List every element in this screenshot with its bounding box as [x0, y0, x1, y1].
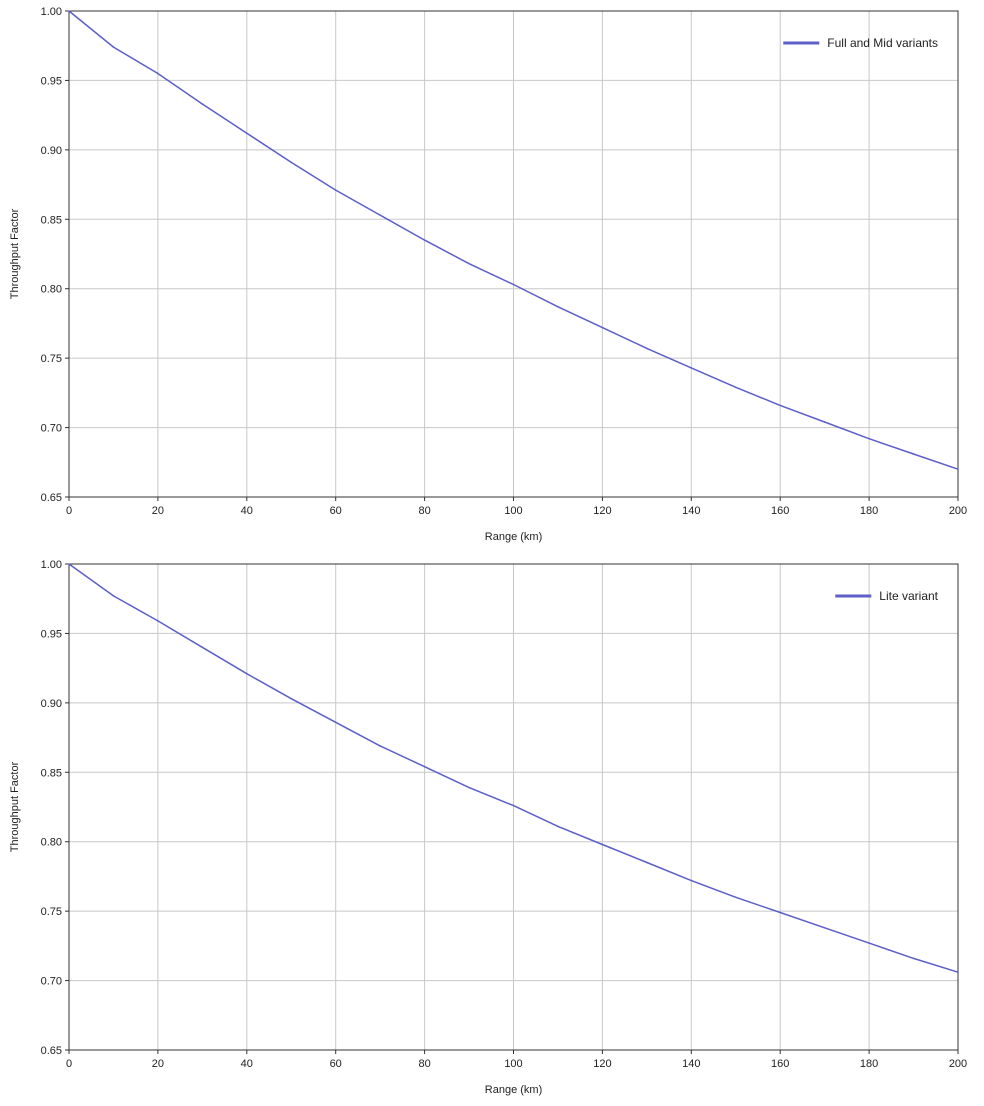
series-point — [957, 468, 959, 471]
x-tick-label: 140 — [682, 1058, 700, 1070]
series-point — [868, 437, 870, 440]
series-point — [157, 72, 159, 75]
y-tick-label: 0.65 — [41, 1045, 62, 1057]
x-tick-label: 0 — [66, 1058, 72, 1070]
series-point — [690, 879, 693, 882]
series-point — [690, 367, 693, 369]
x-tick-label: 100 — [504, 505, 522, 517]
y-tick-label: 0.75 — [41, 353, 62, 365]
legend-label: Lite variant — [879, 589, 938, 603]
series-point — [912, 453, 915, 455]
series-point — [601, 843, 604, 846]
y-tick-label: 0.80 — [41, 837, 62, 849]
legend-entry: Full and Mid variants — [783, 36, 938, 50]
series-point — [112, 46, 115, 48]
y-tick-label: 0.65 — [41, 492, 62, 504]
series-point — [423, 765, 426, 768]
y-axis-label: Throughput Factor — [9, 208, 21, 299]
chart-lite-svg: 0 20 40 60 80 100 120 140 160 180 200 0.65 0.70 0.75 0… — [9, 559, 967, 1096]
y-tick-label: 0.85 — [41, 214, 62, 226]
series-point — [646, 861, 648, 864]
legend-entry: Lite variant — [835, 589, 939, 603]
y-tick-label: 0.75 — [41, 906, 62, 918]
x-tick-label: 200 — [949, 505, 967, 517]
series-point — [112, 595, 115, 597]
x-tick-label: 60 — [330, 505, 342, 517]
series-point — [379, 214, 381, 216]
series-point — [423, 239, 426, 241]
series-point — [646, 347, 648, 350]
y-tick-label: 0.70 — [41, 423, 62, 435]
series-point — [379, 745, 381, 747]
series-point — [68, 563, 70, 565]
x-axis-label: Range (km) — [485, 1084, 542, 1096]
series-point — [512, 283, 515, 286]
y-tick-label: 0.85 — [41, 767, 62, 779]
x-tick-label: 180 — [860, 505, 878, 517]
y-axis-label: Throughput Factor — [9, 761, 21, 852]
x-tick-label: 40 — [241, 1058, 253, 1070]
chart-full-mid-svg: 0 20 40 60 80 100 120 140 160 180 200 0.65 0.70 0.75 0… — [9, 6, 967, 543]
series-point — [868, 942, 870, 944]
x-tick-label: 80 — [418, 505, 430, 517]
x-tick-label: 160 — [771, 1058, 789, 1070]
x-tick-label: 140 — [682, 505, 700, 517]
x-tick-label: 0 — [66, 505, 72, 517]
series-point — [334, 189, 337, 191]
chart-lite: 0 20 40 60 80 100 120 140 160 180 200 0.65 0.70 0.75 0… — [0, 553, 984, 1106]
series-point — [201, 646, 204, 649]
y-tick-label: 0.70 — [41, 976, 62, 988]
y-tick-label: 0.80 — [41, 284, 62, 296]
y-tick-label: 1.00 — [41, 559, 62, 571]
x-tick-label: 200 — [949, 1058, 967, 1070]
y-tick-label: 1.00 — [41, 6, 62, 18]
x-tick-label: 160 — [771, 505, 789, 517]
y-tick-label: 0.95 — [41, 628, 62, 640]
series-point — [246, 672, 248, 675]
x-tick-label: 20 — [152, 505, 164, 517]
series-point — [823, 421, 826, 423]
series-point — [912, 957, 915, 960]
series-point — [557, 305, 559, 308]
series-point — [157, 620, 159, 622]
x-tick-label: 180 — [860, 1058, 878, 1070]
series-point — [512, 804, 515, 807]
x-tick-label: 40 — [241, 505, 253, 517]
series-point — [201, 103, 204, 105]
series-point — [557, 825, 559, 828]
series-point — [290, 697, 293, 700]
series-point — [468, 786, 470, 789]
y-tick-label: 0.95 — [41, 75, 62, 87]
chart-full-mid: 0 20 40 60 80 100 120 140 160 180 200 0.65 0.70 0.75 0… — [9, 6, 967, 543]
x-axis-label: Range (km) — [485, 531, 542, 543]
series-point — [290, 161, 293, 164]
x-tick-label: 20 — [152, 1058, 164, 1070]
x-tick-label: 80 — [418, 1058, 430, 1070]
legend-label: Full and Mid variants — [827, 36, 938, 50]
series-point — [779, 911, 781, 914]
series-point — [601, 326, 604, 329]
x-tick-label: 120 — [593, 505, 611, 517]
x-tick-label: 60 — [330, 1058, 342, 1070]
series-point — [779, 404, 781, 407]
y-tick-label: 0.90 — [41, 698, 62, 710]
series-point — [468, 262, 470, 265]
x-tick-label: 120 — [593, 1058, 611, 1070]
series-point — [734, 386, 737, 389]
series-point — [246, 132, 248, 134]
series-point — [68, 10, 70, 12]
series-point — [957, 971, 959, 974]
x-tick-label: 100 — [504, 1058, 522, 1070]
series-point — [334, 721, 337, 724]
series-point — [734, 896, 737, 899]
y-tick-label: 0.90 — [41, 145, 62, 157]
series-point — [823, 927, 826, 929]
